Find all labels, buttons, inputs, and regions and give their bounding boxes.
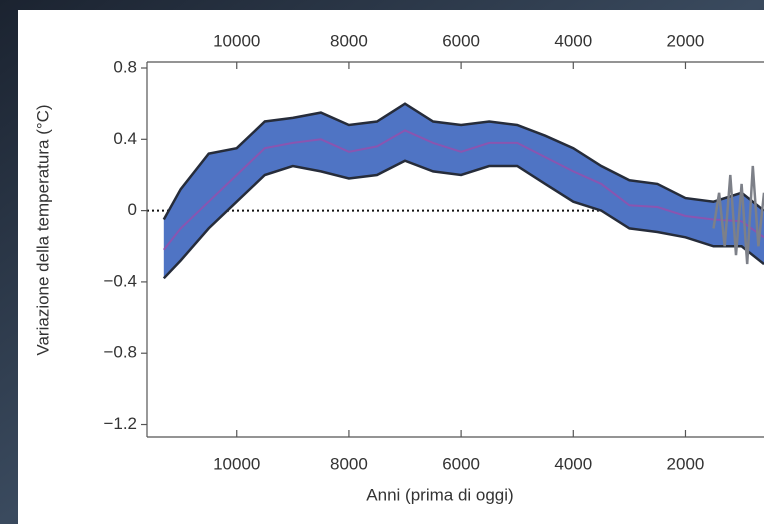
instrumental-line [712,165,764,265]
y-tick-label: 0.8 [113,57,137,76]
y-tick-label: 0 [128,200,137,219]
y-tick-label: −0.8 [103,343,137,362]
x-tick-label-top: 4000 [554,31,592,50]
y-tick-label: −1.2 [103,414,137,433]
x-tick-label: 10000 [213,454,260,473]
chart-panel [18,10,764,524]
x-tick-label-top: 8000 [330,31,368,50]
band-lower-edge [162,159,764,280]
x-tick-label-top: 10000 [213,31,260,50]
band-upper-edge [162,102,764,221]
mean-line [163,129,764,251]
y-axis-label: Variazione della temperatura (°C) [33,104,52,355]
y-tick-label: −0.4 [103,271,137,290]
x-tick-label-top: 2000 [667,31,705,50]
x-tick-label-top: 6000 [442,31,480,50]
y-tick-label: 0.4 [113,129,137,148]
x-tick-label: 8000 [330,454,368,473]
x-tick-label: 6000 [442,454,480,473]
x-tick-label: 4000 [554,454,592,473]
uncertainty-band [163,103,764,279]
x-tick-label: 2000 [667,454,705,473]
x-axis-label: Anni (prima di oggi) [366,485,513,504]
